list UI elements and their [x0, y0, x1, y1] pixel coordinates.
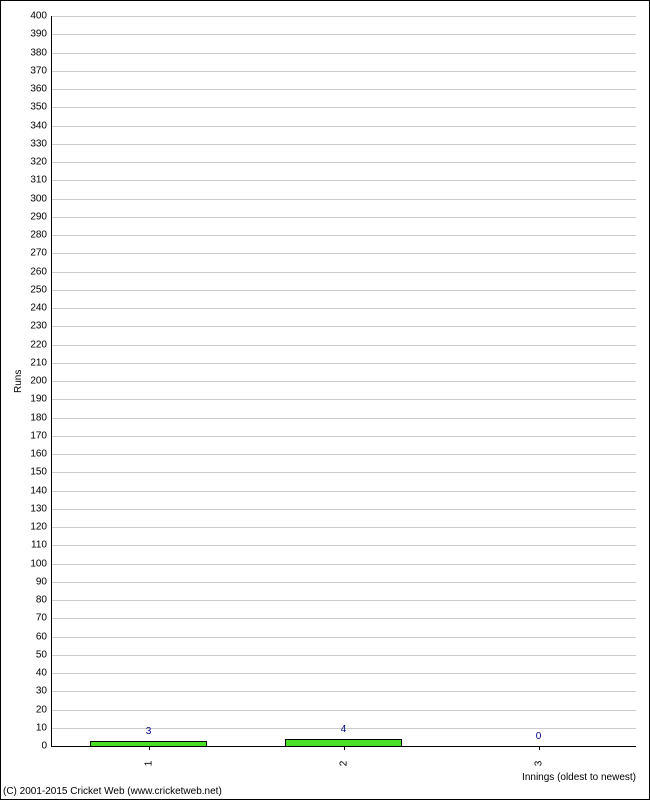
chart-area: 340 010203040506070809010011012013014015… — [1, 1, 650, 801]
ytick-label: 370 — [23, 65, 47, 76]
gridline — [51, 217, 636, 218]
ytick-label: 310 — [23, 175, 47, 186]
gridline — [51, 180, 636, 181]
gridline — [51, 16, 636, 17]
gridline — [51, 710, 636, 711]
ytick-label: 150 — [23, 467, 47, 478]
chart-frame: 340 010203040506070809010011012013014015… — [0, 0, 650, 800]
gridline — [51, 34, 636, 35]
ytick-label: 250 — [23, 284, 47, 295]
xtick — [539, 746, 540, 750]
ytick-label: 30 — [23, 686, 47, 697]
ytick-label: 350 — [23, 102, 47, 113]
gridline — [51, 454, 636, 455]
gridline — [51, 545, 636, 546]
ytick-label: 280 — [23, 230, 47, 241]
ytick-label: 130 — [23, 503, 47, 514]
bar-value-label: 0 — [536, 731, 542, 742]
ytick-label: 200 — [23, 376, 47, 387]
gridline — [51, 71, 636, 72]
ytick-label: 270 — [23, 248, 47, 259]
ytick-label: 10 — [23, 722, 47, 733]
gridline — [51, 655, 636, 656]
ytick-label: 230 — [23, 321, 47, 332]
gridline — [51, 564, 636, 565]
gridline — [51, 107, 636, 108]
gridline — [51, 618, 636, 619]
gridline — [51, 53, 636, 54]
gridline — [51, 600, 636, 601]
ytick-label: 360 — [23, 84, 47, 95]
gridline — [51, 418, 636, 419]
gridline — [51, 399, 636, 400]
gridline — [51, 637, 636, 638]
gridline — [51, 509, 636, 510]
xtick — [344, 746, 345, 750]
gridline — [51, 290, 636, 291]
gridline — [51, 436, 636, 437]
xtick — [149, 746, 150, 750]
ytick-label: 80 — [23, 595, 47, 606]
y-axis-label: Runs — [13, 370, 24, 393]
xtick-label: 1 — [143, 756, 154, 772]
ytick-label: 40 — [23, 668, 47, 679]
ytick-label: 70 — [23, 613, 47, 624]
gridline — [51, 673, 636, 674]
ytick-label: 170 — [23, 430, 47, 441]
bar-value-label: 4 — [341, 724, 347, 735]
copyright-text: (C) 2001-2015 Cricket Web (www.cricketwe… — [3, 786, 222, 797]
ytick-label: 300 — [23, 193, 47, 204]
gridline — [51, 272, 636, 273]
gridline — [51, 363, 636, 364]
gridline — [51, 691, 636, 692]
ytick-label: 110 — [23, 540, 47, 551]
ytick-label: 340 — [23, 120, 47, 131]
ytick-label: 380 — [23, 47, 47, 58]
ytick-label: 240 — [23, 303, 47, 314]
gridline — [51, 235, 636, 236]
ytick-label: 180 — [23, 412, 47, 423]
gridline — [51, 582, 636, 583]
gridline — [51, 326, 636, 327]
xtick-label: 3 — [533, 756, 544, 772]
ytick-label: 320 — [23, 157, 47, 168]
ytick-label: 220 — [23, 339, 47, 350]
ytick-label: 210 — [23, 357, 47, 368]
ytick-label: 120 — [23, 522, 47, 533]
gridline — [51, 345, 636, 346]
bar-value-label: 3 — [146, 726, 152, 737]
gridline — [51, 144, 636, 145]
xtick-label: 2 — [338, 756, 349, 772]
ytick-label: 160 — [23, 449, 47, 460]
ytick-label: 20 — [23, 704, 47, 715]
gridline — [51, 472, 636, 473]
ytick-label: 0 — [23, 741, 47, 752]
x-axis-label: Innings (oldest to newest) — [522, 772, 636, 783]
y-axis — [51, 16, 52, 746]
ytick-label: 100 — [23, 558, 47, 569]
ytick-label: 50 — [23, 649, 47, 660]
gridline — [51, 199, 636, 200]
gridline — [51, 381, 636, 382]
ytick-label: 190 — [23, 394, 47, 405]
ytick-label: 90 — [23, 576, 47, 587]
gridline — [51, 126, 636, 127]
ytick-label: 260 — [23, 266, 47, 277]
bar — [285, 739, 402, 746]
ytick-label: 330 — [23, 138, 47, 149]
gridline — [51, 308, 636, 309]
gridline — [51, 162, 636, 163]
gridline — [51, 527, 636, 528]
gridline — [51, 491, 636, 492]
plot-area: 3 4 0 — [51, 16, 636, 746]
ytick-label: 390 — [23, 29, 47, 40]
gridline — [51, 89, 636, 90]
gridline — [51, 253, 636, 254]
ytick-label: 140 — [23, 485, 47, 496]
ytick-label: 60 — [23, 631, 47, 642]
ytick-label: 400 — [23, 11, 47, 22]
ytick-label: 290 — [23, 211, 47, 222]
